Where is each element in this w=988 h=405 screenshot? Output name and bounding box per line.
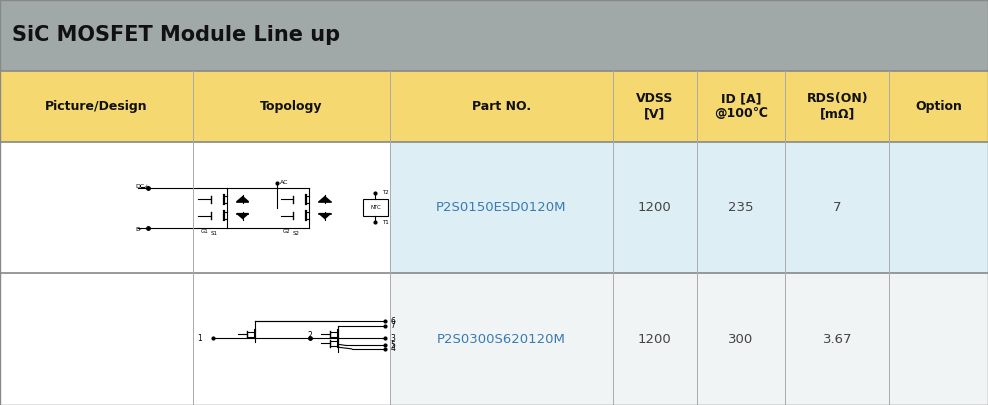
Text: VDSS
[V]: VDSS [V] xyxy=(636,92,673,120)
Bar xyxy=(390,273,988,405)
Bar xyxy=(390,142,988,273)
Bar xyxy=(0,273,390,405)
Text: RDS(ON)
[mΩ]: RDS(ON) [mΩ] xyxy=(806,92,868,120)
Text: P2S0150ESD0120M: P2S0150ESD0120M xyxy=(436,201,567,214)
Text: ID [A]
@100℃: ID [A] @100℃ xyxy=(714,92,768,120)
Text: 3: 3 xyxy=(391,334,395,343)
Text: S1: S1 xyxy=(210,230,217,236)
Polygon shape xyxy=(319,197,331,202)
Text: 1200: 1200 xyxy=(637,333,672,346)
Text: 7: 7 xyxy=(391,321,395,330)
Text: 5: 5 xyxy=(391,341,395,350)
Bar xyxy=(0,71,988,142)
Text: NTC: NTC xyxy=(370,205,380,210)
Text: AC: AC xyxy=(280,179,288,185)
Text: Picture/Design: Picture/Design xyxy=(45,100,147,113)
Text: Topology: Topology xyxy=(260,100,323,113)
Text: 6: 6 xyxy=(391,317,395,326)
Text: P2S0300S620120M: P2S0300S620120M xyxy=(437,333,566,346)
Text: G2: G2 xyxy=(283,229,290,234)
Bar xyxy=(0,142,390,273)
Text: 7: 7 xyxy=(833,201,842,214)
Polygon shape xyxy=(237,213,248,219)
Text: Option: Option xyxy=(915,100,962,113)
Polygon shape xyxy=(319,213,331,219)
Text: S2: S2 xyxy=(292,230,300,236)
Text: T2: T2 xyxy=(381,190,388,196)
Text: 2: 2 xyxy=(308,331,312,340)
Polygon shape xyxy=(237,197,248,202)
Text: 1: 1 xyxy=(198,334,202,343)
Bar xyxy=(363,199,388,216)
Text: 3.67: 3.67 xyxy=(823,333,852,346)
Text: B-: B- xyxy=(135,226,141,232)
Text: 300: 300 xyxy=(728,333,754,346)
Text: Part NO.: Part NO. xyxy=(472,100,531,113)
Text: 235: 235 xyxy=(728,201,754,214)
Text: SiC MOSFET Module Line up: SiC MOSFET Module Line up xyxy=(12,26,340,45)
Text: T1: T1 xyxy=(381,220,388,225)
Text: 1200: 1200 xyxy=(637,201,672,214)
Bar xyxy=(0,0,988,71)
Text: DC+: DC+ xyxy=(135,183,149,189)
Text: G1: G1 xyxy=(201,229,208,234)
Text: 4: 4 xyxy=(391,344,395,354)
